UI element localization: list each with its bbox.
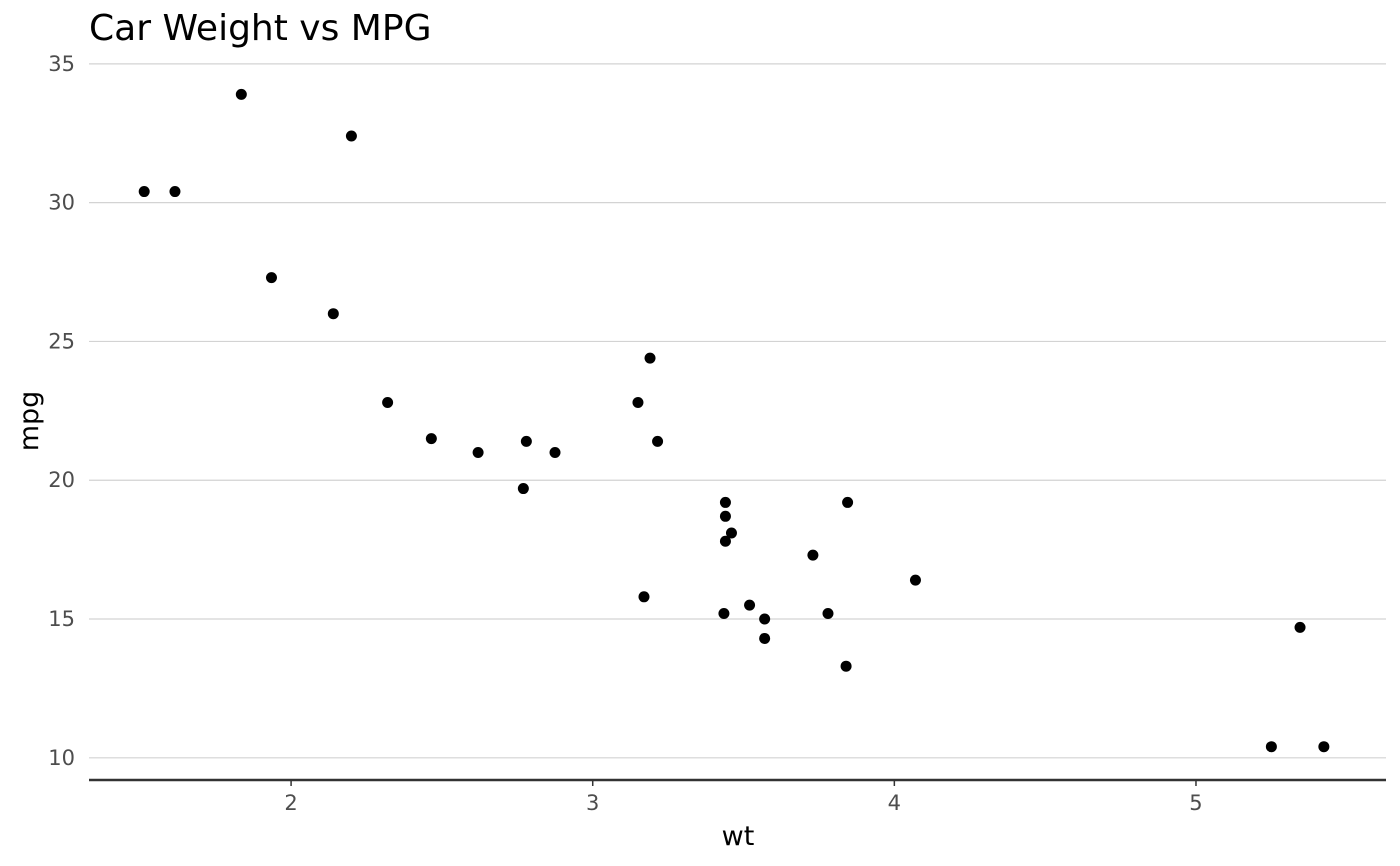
x-axis-title: wt <box>722 821 755 852</box>
data-point <box>719 510 731 522</box>
data-point <box>520 435 532 447</box>
data-point <box>759 632 771 644</box>
grid-layer <box>89 63 1386 759</box>
data-point <box>632 397 644 409</box>
data-point <box>1265 741 1277 753</box>
data-point <box>744 599 756 611</box>
y-tick-label: 25 <box>48 329 75 353</box>
data-point <box>472 446 484 458</box>
data-point <box>822 607 834 619</box>
x-tick-label: 3 <box>586 791 599 815</box>
data-point <box>638 591 650 603</box>
y-tick-label: 35 <box>48 52 75 76</box>
data-point <box>517 483 529 495</box>
x-tick-label: 2 <box>284 791 297 815</box>
y-tick-label: 15 <box>48 607 75 631</box>
data-point <box>1318 741 1330 753</box>
data-point <box>549 446 561 458</box>
data-point <box>718 607 730 619</box>
y-tick-label: 20 <box>48 468 75 492</box>
data-point <box>265 272 277 284</box>
data-point <box>719 535 731 547</box>
points-layer <box>138 88 1330 753</box>
data-point <box>169 186 181 198</box>
data-point <box>909 574 921 586</box>
data-point <box>725 527 737 539</box>
data-point <box>840 660 852 672</box>
data-point <box>1294 621 1306 633</box>
data-point <box>759 613 771 625</box>
y-tick-label: 30 <box>48 191 75 215</box>
x-tick-label: 5 <box>1189 791 1202 815</box>
data-point <box>327 308 339 320</box>
data-point <box>807 549 819 561</box>
data-point <box>235 88 247 100</box>
y-axis-title: mpg <box>14 391 45 452</box>
x-tick-label: 4 <box>888 791 901 815</box>
data-point <box>138 186 150 198</box>
y-tick-label: 10 <box>48 746 75 770</box>
data-point <box>719 496 731 508</box>
data-point <box>382 397 394 409</box>
axis-layer: 10 15 20 25 30 35 2 3 4 5 <box>48 52 1386 815</box>
chart-title: Car Weight vs MPG <box>89 8 431 49</box>
data-point <box>425 433 437 445</box>
data-point <box>842 496 854 508</box>
data-point <box>652 435 664 447</box>
data-point <box>644 352 656 364</box>
data-point <box>345 130 357 142</box>
